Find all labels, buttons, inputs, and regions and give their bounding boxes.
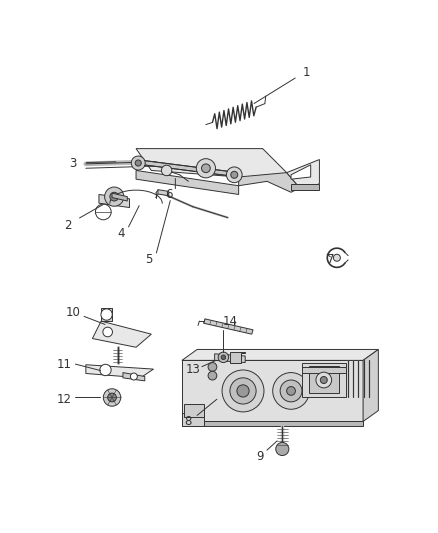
Text: 10: 10 [65, 306, 80, 319]
Circle shape [131, 373, 138, 380]
Polygon shape [182, 422, 363, 426]
Polygon shape [291, 183, 319, 190]
Polygon shape [136, 171, 239, 195]
Polygon shape [363, 350, 378, 422]
Circle shape [287, 386, 295, 395]
Circle shape [333, 254, 340, 261]
Polygon shape [302, 367, 346, 374]
Circle shape [131, 156, 145, 170]
Text: 12: 12 [57, 393, 71, 406]
Circle shape [222, 370, 264, 412]
Text: 9: 9 [257, 450, 264, 463]
Circle shape [201, 164, 210, 173]
Text: 6: 6 [165, 188, 173, 201]
Circle shape [100, 364, 111, 376]
Text: 8: 8 [185, 415, 192, 428]
Circle shape [231, 171, 238, 179]
Polygon shape [86, 365, 153, 378]
Text: 4: 4 [117, 227, 124, 240]
Polygon shape [182, 350, 378, 360]
Polygon shape [287, 159, 319, 190]
Circle shape [316, 372, 332, 388]
Circle shape [110, 192, 119, 201]
Text: 3: 3 [69, 157, 76, 171]
Polygon shape [182, 360, 363, 422]
Polygon shape [184, 404, 204, 417]
Polygon shape [215, 354, 245, 362]
Circle shape [276, 442, 289, 456]
Circle shape [320, 376, 327, 384]
Polygon shape [230, 352, 245, 364]
Polygon shape [182, 413, 204, 426]
Polygon shape [158, 190, 169, 196]
Circle shape [208, 372, 217, 380]
Polygon shape [291, 165, 311, 179]
Polygon shape [302, 362, 346, 398]
Polygon shape [123, 373, 145, 381]
Text: 1: 1 [303, 66, 310, 79]
Circle shape [103, 327, 113, 337]
Polygon shape [112, 193, 127, 201]
Circle shape [208, 362, 217, 372]
Circle shape [103, 389, 121, 406]
Circle shape [135, 160, 141, 166]
Text: 7: 7 [327, 254, 334, 266]
Polygon shape [308, 366, 339, 393]
Circle shape [273, 373, 309, 409]
Polygon shape [204, 319, 253, 334]
Circle shape [280, 380, 302, 402]
Circle shape [108, 393, 117, 402]
Circle shape [237, 385, 249, 397]
Polygon shape [136, 159, 239, 177]
Circle shape [230, 378, 256, 404]
Circle shape [196, 159, 215, 178]
Polygon shape [92, 321, 151, 348]
Polygon shape [101, 308, 112, 321]
Text: 13: 13 [185, 362, 200, 376]
Text: 2: 2 [65, 219, 72, 231]
Circle shape [218, 352, 229, 362]
Circle shape [226, 167, 242, 183]
Circle shape [221, 355, 226, 359]
Polygon shape [136, 149, 287, 181]
Polygon shape [239, 173, 300, 192]
Circle shape [101, 309, 112, 320]
Polygon shape [99, 195, 130, 207]
Circle shape [105, 187, 124, 206]
Circle shape [161, 165, 172, 176]
Text: 11: 11 [57, 358, 71, 372]
Text: 5: 5 [145, 254, 153, 266]
Text: 14: 14 [223, 314, 237, 328]
